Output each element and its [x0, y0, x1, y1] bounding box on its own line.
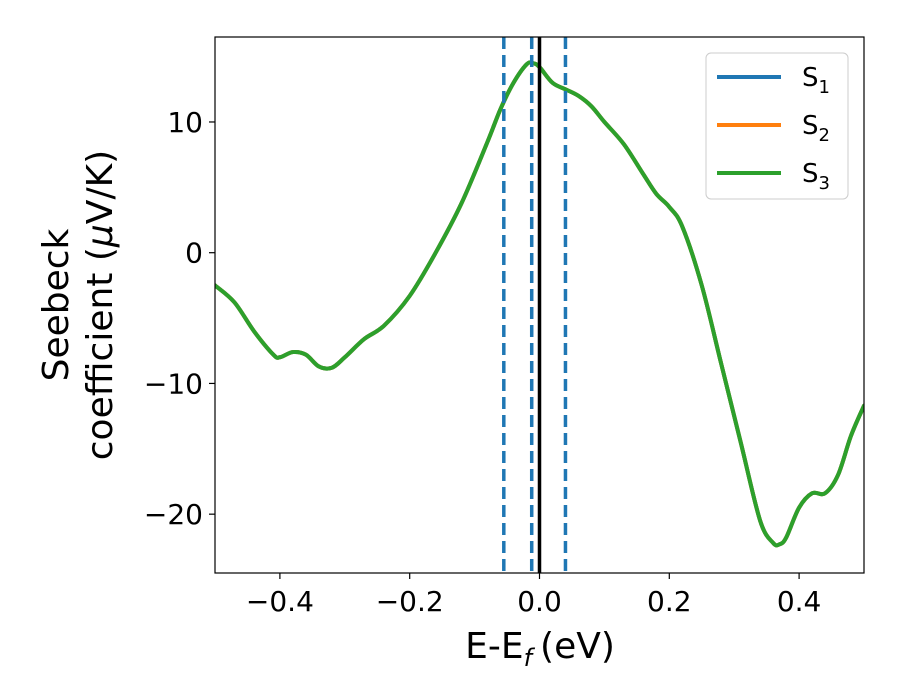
- series-line-s3: [215, 60, 864, 548]
- legend: S1 S2 S3: [705, 52, 849, 200]
- plot-area: [215, 37, 864, 573]
- x-tick-label: 0.4: [777, 585, 822, 618]
- x-tick-label: 0.2: [647, 585, 692, 618]
- y-axis-title-mu: μ: [80, 224, 121, 248]
- y-tick-label: −10: [144, 367, 203, 400]
- svg-text:coefficient (μV/K): coefficient (μV/K): [80, 150, 121, 460]
- x-axis: −0.4 −0.2 0.0 0.2 0.4: [246, 573, 821, 618]
- x-axis-title-main: E-E: [465, 626, 523, 667]
- y-axis-title-line2-suffix: V/K): [80, 150, 121, 224]
- y-axis-title-line2-prefix: coefficient (: [80, 247, 121, 460]
- y-axis-title: Seebeck coefficient (μV/K): [36, 150, 121, 460]
- x-tick-label: −0.4: [246, 585, 314, 618]
- y-tick-label: 10: [167, 106, 203, 139]
- svg-text:Seebeck: Seebeck: [36, 228, 77, 381]
- y-axis: −20 −10 0 10: [144, 106, 215, 531]
- x-axis-title: E-Ef (eV): [465, 626, 615, 672]
- x-tick-label: −0.2: [376, 585, 444, 618]
- legend-label-s2: S2: [802, 111, 830, 146]
- legend-label-s3: S3: [802, 159, 830, 194]
- x-axis-title-unit: (eV): [540, 626, 615, 667]
- legend-label-s1: S1: [802, 63, 830, 98]
- y-axis-title-line1: Seebeck: [36, 228, 77, 381]
- y-tick-label: 0: [185, 237, 203, 270]
- x-tick-label: 0.0: [517, 585, 562, 618]
- y-tick-label: −20: [144, 498, 203, 531]
